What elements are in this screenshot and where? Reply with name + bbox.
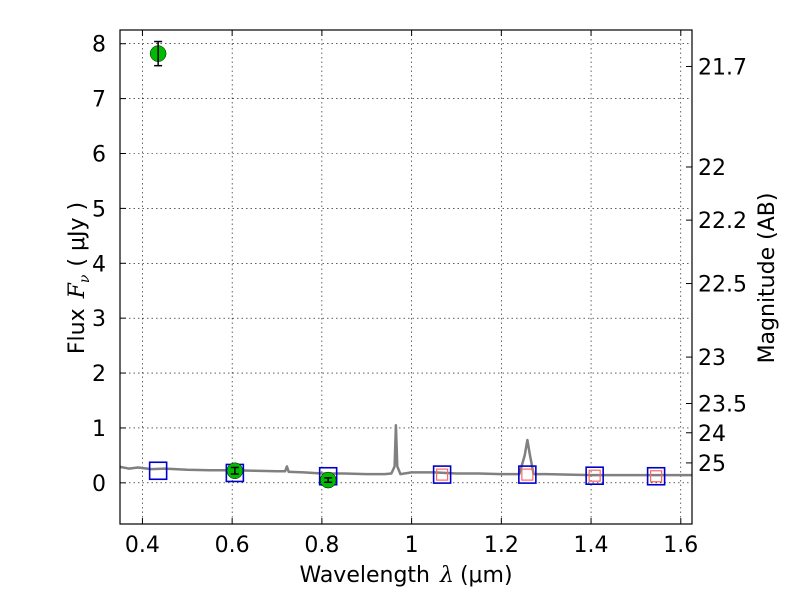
model-ir-square bbox=[521, 468, 534, 481]
x-tick-label: 0.6 bbox=[215, 533, 250, 558]
model-ir-markers bbox=[436, 468, 663, 483]
y2-tick-label: 22.2 bbox=[698, 209, 747, 234]
axis-ticks: 0.4 0.6 0.8 1 1.2 1.4 1.601234567821.72222.222… bbox=[92, 30, 747, 558]
y2-tick-label: 22.5 bbox=[698, 273, 747, 298]
x-axis-title: Wavelength λ (μm) bbox=[299, 563, 512, 588]
y2-tick-label: 24 bbox=[698, 422, 726, 447]
y-tick-label: 4 bbox=[92, 252, 106, 277]
y2-tick-label: 23 bbox=[698, 346, 726, 371]
y-axis-title: FluxFν( μJy ) bbox=[65, 202, 93, 354]
model-band-square bbox=[148, 461, 168, 481]
model-band-square bbox=[432, 465, 452, 484]
model-band-markers bbox=[148, 461, 666, 486]
spectrum-line bbox=[119, 423, 692, 477]
y2-tick-label: 21.7 bbox=[698, 55, 747, 80]
y-tick-label: 0 bbox=[92, 472, 106, 497]
model-ir-square bbox=[588, 469, 601, 482]
grid-lines bbox=[120, 30, 692, 524]
x-tick-label: 1 bbox=[405, 533, 419, 558]
model-ir-square bbox=[650, 470, 663, 483]
y2-tick-label: 23.5 bbox=[698, 392, 747, 417]
plot-frame bbox=[119, 29, 693, 525]
observed-points bbox=[149, 40, 337, 489]
model-ir-square bbox=[436, 468, 449, 481]
y-tick-label: 3 bbox=[92, 307, 106, 332]
x-tick-label: 0.8 bbox=[304, 533, 339, 558]
model-band-square bbox=[646, 466, 666, 486]
x-tick-label: 1.4 bbox=[574, 533, 609, 558]
y2-tick-label: 22 bbox=[698, 156, 726, 181]
y2-axis-title: Magnitude (AB) bbox=[755, 193, 780, 364]
y-tick-label: 7 bbox=[92, 88, 106, 113]
x-tick-label: 0.4 bbox=[125, 533, 160, 558]
model-band-square bbox=[585, 466, 604, 485]
y-tick-label: 1 bbox=[92, 417, 106, 442]
x-tick-label: 1.6 bbox=[663, 533, 698, 558]
spectrum-series bbox=[119, 423, 692, 477]
y-tick-label: 8 bbox=[92, 33, 106, 58]
model-band-square bbox=[518, 465, 537, 484]
y-tick-label: 2 bbox=[92, 362, 106, 387]
y2-tick-label: 25 bbox=[698, 452, 726, 477]
x-tick-label: 1.2 bbox=[484, 533, 519, 558]
y-tick-label: 5 bbox=[92, 197, 106, 222]
y-tick-label: 6 bbox=[92, 143, 106, 168]
